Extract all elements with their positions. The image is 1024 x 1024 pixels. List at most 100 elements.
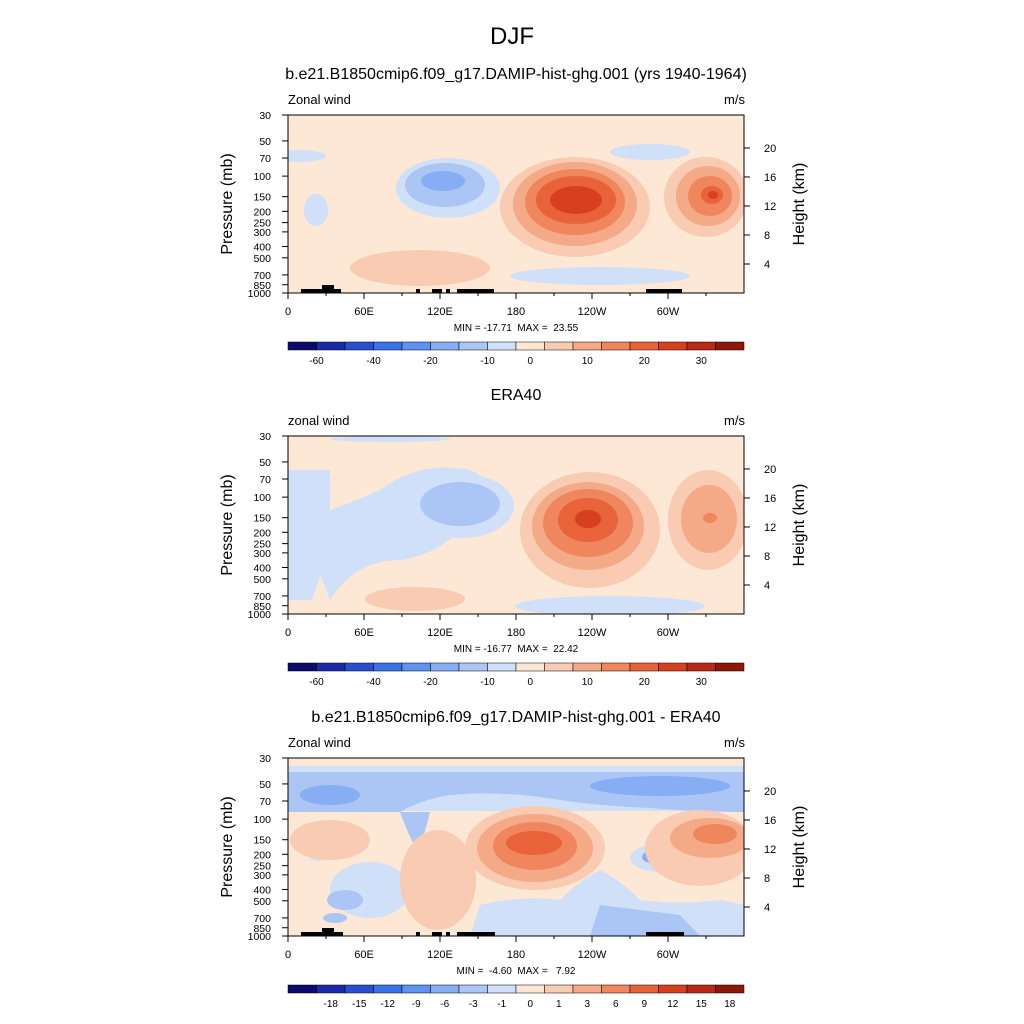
colorbar-label: -18 bbox=[324, 999, 339, 1010]
colorbar-swatch bbox=[658, 984, 688, 994]
panel-title: b.e21.B1850cmip6.f09_g17.DAMIP-hist-ghg.… bbox=[285, 66, 747, 83]
contour-positive bbox=[400, 830, 476, 930]
colorbar-label: 20 bbox=[639, 677, 651, 688]
y-tick-label: 400 bbox=[253, 241, 271, 253]
min-max-stats: MIN = -4.60 MAX = 7.92 bbox=[457, 966, 576, 977]
y2-tick-label: 8 bbox=[764, 551, 770, 563]
colorbar-label: 12 bbox=[667, 999, 679, 1010]
y2-tick-label: 8 bbox=[764, 873, 770, 885]
colorbar-label: 0 bbox=[527, 356, 533, 367]
contour-negative bbox=[400, 812, 430, 850]
colorbar-swatch bbox=[601, 662, 631, 672]
left-label: Zonal wind bbox=[288, 92, 351, 107]
topography-mask bbox=[301, 285, 682, 293]
colorbar-swatch bbox=[572, 984, 602, 994]
panel-era40: ERA40 zonal wind m/s 0 60E 120E 180 120W 60W 3… bbox=[219, 387, 808, 688]
colorbar-label: -3 bbox=[469, 999, 478, 1010]
colorbar-label: 3 bbox=[584, 999, 590, 1010]
colorbar-swatch bbox=[287, 984, 317, 994]
colorbar-label: 1 bbox=[556, 999, 562, 1010]
colorbar-swatch bbox=[458, 984, 488, 994]
colorbar-label: -40 bbox=[366, 356, 381, 367]
colorbar-label: 15 bbox=[696, 999, 708, 1010]
colorbar-swatch bbox=[373, 341, 403, 351]
colorbar-label: 10 bbox=[582, 677, 594, 688]
panel-title: ERA40 bbox=[491, 387, 542, 404]
y2-tick-label: 20 bbox=[764, 143, 776, 155]
colorbar-swatch bbox=[629, 341, 659, 351]
y-tick-label: 500 bbox=[253, 574, 271, 586]
contour-field bbox=[288, 436, 744, 614]
colorbar-swatch bbox=[686, 662, 716, 672]
contour-positive bbox=[575, 510, 601, 528]
colorbar-swatch bbox=[715, 341, 745, 351]
colorbar-swatch bbox=[544, 341, 574, 351]
colorbar-swatch bbox=[344, 984, 374, 994]
y2-tick-label: 12 bbox=[764, 522, 776, 534]
colorbar-swatch bbox=[515, 984, 545, 994]
colorbar-label: 20 bbox=[639, 356, 651, 367]
colorbar: -60 -40 -20 -10 0 10 20 30 bbox=[287, 341, 745, 367]
y2-tick-label: 12 bbox=[764, 844, 776, 856]
colorbar-label: 0 bbox=[527, 999, 533, 1010]
y-tick-label: 150 bbox=[253, 192, 271, 204]
y-axis-label: Pressure (mb) bbox=[219, 796, 236, 897]
colorbar-label: 6 bbox=[613, 999, 619, 1010]
colorbar-swatch bbox=[287, 341, 317, 351]
colorbar-label: -60 bbox=[309, 677, 324, 688]
colorbar-label: -10 bbox=[480, 356, 495, 367]
colorbar-label: -10 bbox=[480, 677, 495, 688]
y-tick-label: 400 bbox=[253, 562, 271, 574]
x-tick-label: 60E bbox=[354, 306, 374, 318]
colorbar-swatch bbox=[344, 341, 374, 351]
y2-axis-label: Height (km) bbox=[791, 163, 808, 246]
x-tick-label: 120E bbox=[427, 627, 453, 639]
contour-positive bbox=[708, 191, 718, 199]
y-tick-label: 1000 bbox=[248, 931, 272, 943]
y-tick-label: 30 bbox=[259, 110, 271, 122]
y-tick-label: 850 bbox=[253, 923, 271, 935]
y-tick-label: 300 bbox=[253, 870, 271, 882]
y-tick-label: 250 bbox=[253, 218, 271, 230]
y-tick-label: 200 bbox=[253, 849, 271, 861]
y-tick-label: 700 bbox=[253, 913, 271, 925]
colorbar-swatch bbox=[544, 662, 574, 672]
x-tick-label: 60E bbox=[354, 949, 374, 961]
colorbar-label: -20 bbox=[423, 677, 438, 688]
left-label: zonal wind bbox=[288, 413, 349, 428]
colorbar-swatch bbox=[601, 341, 631, 351]
contour-negative bbox=[510, 267, 690, 285]
contour-negative bbox=[421, 171, 465, 191]
x-tick-label: 0 bbox=[285, 306, 291, 318]
colorbar-swatch bbox=[515, 341, 545, 351]
topography-mask bbox=[301, 928, 684, 936]
contour-negative bbox=[323, 913, 347, 923]
y-tick-label: 70 bbox=[259, 474, 271, 486]
colorbar-swatch bbox=[373, 662, 403, 672]
colorbar-swatch bbox=[515, 662, 545, 672]
y-tick-label: 200 bbox=[253, 206, 271, 218]
y-tick-label: 70 bbox=[259, 796, 271, 808]
x-tick-label: 180 bbox=[507, 306, 525, 318]
x-tick-label: 0 bbox=[285, 949, 291, 961]
colorbar-swatch bbox=[287, 662, 317, 672]
units-label: m/s bbox=[724, 92, 745, 107]
contour-negative bbox=[300, 785, 360, 805]
y-tick-label: 500 bbox=[253, 253, 271, 265]
y-tick-label: 50 bbox=[259, 136, 271, 148]
colorbar-swatch bbox=[658, 662, 688, 672]
contour-positive bbox=[350, 250, 490, 286]
contour-negative bbox=[515, 596, 705, 614]
colorbar-label: -15 bbox=[352, 999, 367, 1010]
x-tick-label: 0 bbox=[285, 627, 291, 639]
colorbar-label: 18 bbox=[724, 999, 736, 1010]
colorbar-swatch bbox=[430, 341, 460, 351]
colorbar-label: 0 bbox=[527, 677, 533, 688]
y2-tick-label: 20 bbox=[764, 786, 776, 798]
colorbar-swatch bbox=[316, 341, 346, 351]
contour-positive bbox=[550, 186, 602, 214]
contour-positive bbox=[506, 831, 562, 855]
min-max-stats: MIN = -16.77 MAX = 22.42 bbox=[454, 644, 579, 655]
